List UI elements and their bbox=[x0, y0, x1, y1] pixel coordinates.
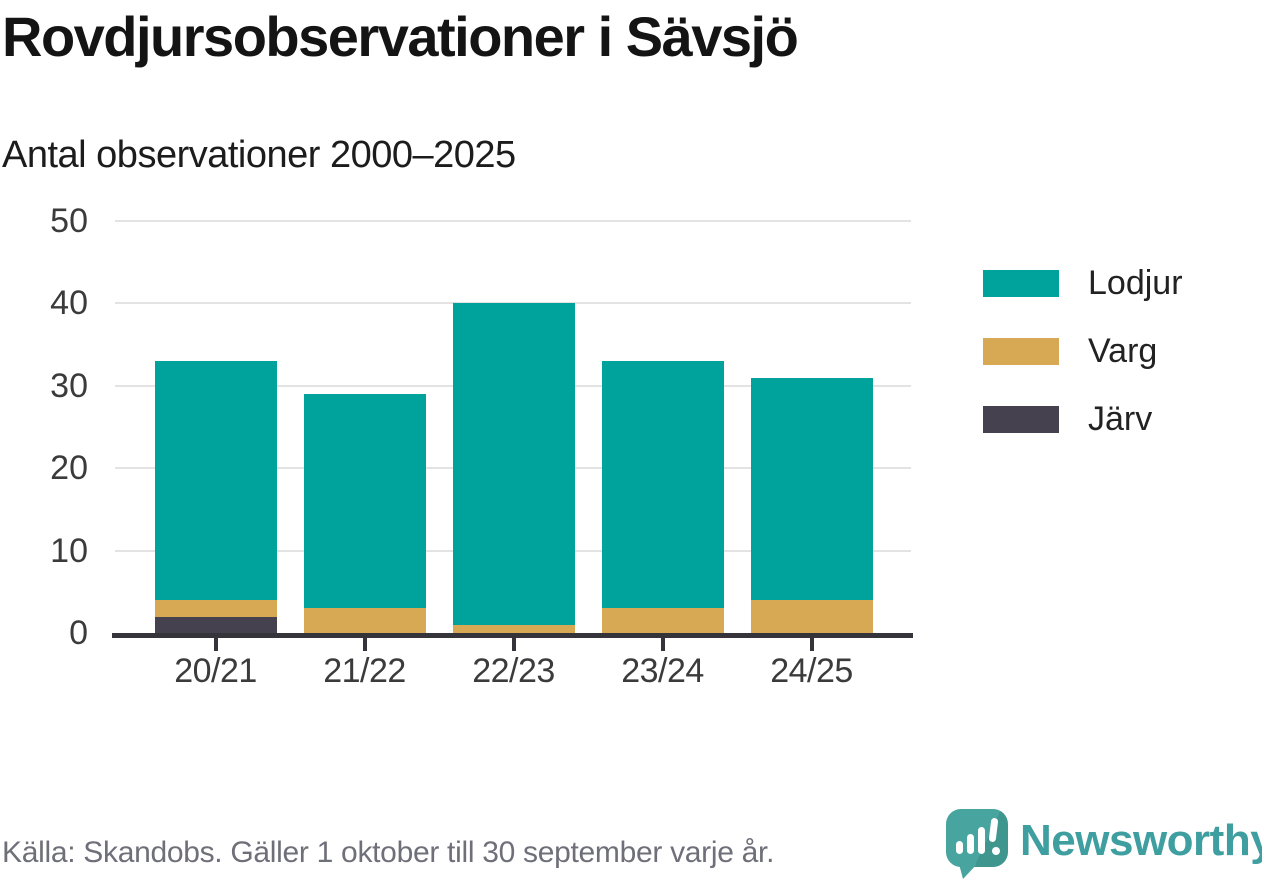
speech-bubble-shape bbox=[946, 809, 1008, 867]
x-axis-tick-label: 21/22 bbox=[323, 652, 406, 690]
y-axis-tick-label: 50 bbox=[50, 202, 88, 240]
legend-swatch-lodjur bbox=[983, 270, 1059, 297]
plot-area bbox=[115, 220, 911, 633]
x-axis-tick-label: 23/24 bbox=[621, 652, 704, 690]
bar-segment-20-21-lodjur bbox=[154, 361, 277, 601]
legend-label: Järv bbox=[1088, 400, 1153, 438]
logo-bar-chart-icon bbox=[967, 834, 974, 854]
x-axis-tick bbox=[362, 638, 367, 651]
legend-item-järv: Järv bbox=[983, 400, 1183, 439]
y-axis-tick-label: 10 bbox=[50, 531, 88, 570]
legend-swatch-järv bbox=[983, 406, 1059, 433]
logo-exclamation-dot bbox=[992, 847, 1000, 855]
y-axis-tick-label: 40 bbox=[50, 284, 88, 323]
bar-segment-23-24-varg bbox=[601, 608, 724, 633]
newsworthy-logo-icon bbox=[946, 809, 1010, 879]
x-axis-tick bbox=[809, 638, 814, 651]
x-axis-tick bbox=[511, 638, 516, 651]
source-note: Källa: Skandobs. Gäller 1 oktober till 3… bbox=[2, 836, 775, 869]
gridline-y-40 bbox=[115, 302, 911, 305]
bar-segment-21-22-lodjur bbox=[303, 394, 426, 609]
legend-label: Lodjur bbox=[1088, 264, 1183, 302]
bar-segment-24-25-varg bbox=[750, 600, 873, 633]
legend-item-lodjur: Lodjur bbox=[983, 264, 1183, 303]
legend-swatch-varg bbox=[983, 338, 1059, 365]
x-axis-tick-label: 24/25 bbox=[770, 652, 853, 690]
y-axis-tick-label: 20 bbox=[50, 449, 88, 488]
speech-bubble-tail bbox=[959, 864, 977, 879]
x-axis-tick-label: 20/21 bbox=[174, 652, 257, 690]
bar-segment-20-21-varg bbox=[154, 600, 277, 617]
x-axis-tick bbox=[660, 638, 665, 651]
logo-bar-chart-icon bbox=[978, 827, 985, 854]
y-axis-tick-label: 30 bbox=[50, 366, 88, 405]
bar-segment-24-25-lodjur bbox=[750, 377, 873, 601]
gridline-y-50 bbox=[115, 220, 911, 222]
legend: Lodjur Varg Järv bbox=[983, 264, 1183, 468]
x-axis-tick bbox=[213, 638, 218, 651]
x-axis-line bbox=[112, 633, 913, 638]
legend-label: Varg bbox=[1088, 332, 1158, 370]
brand-wordmark: Newsworthy bbox=[1020, 816, 1262, 865]
newsworthy-logo: Newsworthy bbox=[946, 808, 1262, 879]
logo-bar-chart-icon bbox=[956, 841, 963, 854]
chart-subtitle: Antal observationer 2000–2025 bbox=[2, 134, 516, 176]
bar-segment-22-23-lodjur bbox=[452, 303, 575, 625]
bar-segment-23-24-lodjur bbox=[601, 361, 724, 609]
bar-segment-20-21-järv bbox=[154, 616, 277, 633]
chart-title: Rovdjursobservationer i Sävsjö bbox=[2, 5, 799, 68]
bar-segment-21-22-varg bbox=[303, 608, 426, 633]
bar-segment-22-23-varg bbox=[452, 624, 575, 633]
legend-item-varg: Varg bbox=[983, 332, 1183, 371]
x-axis-tick-label: 22/23 bbox=[472, 652, 555, 690]
y-axis-tick-label: 0 bbox=[69, 614, 88, 652]
